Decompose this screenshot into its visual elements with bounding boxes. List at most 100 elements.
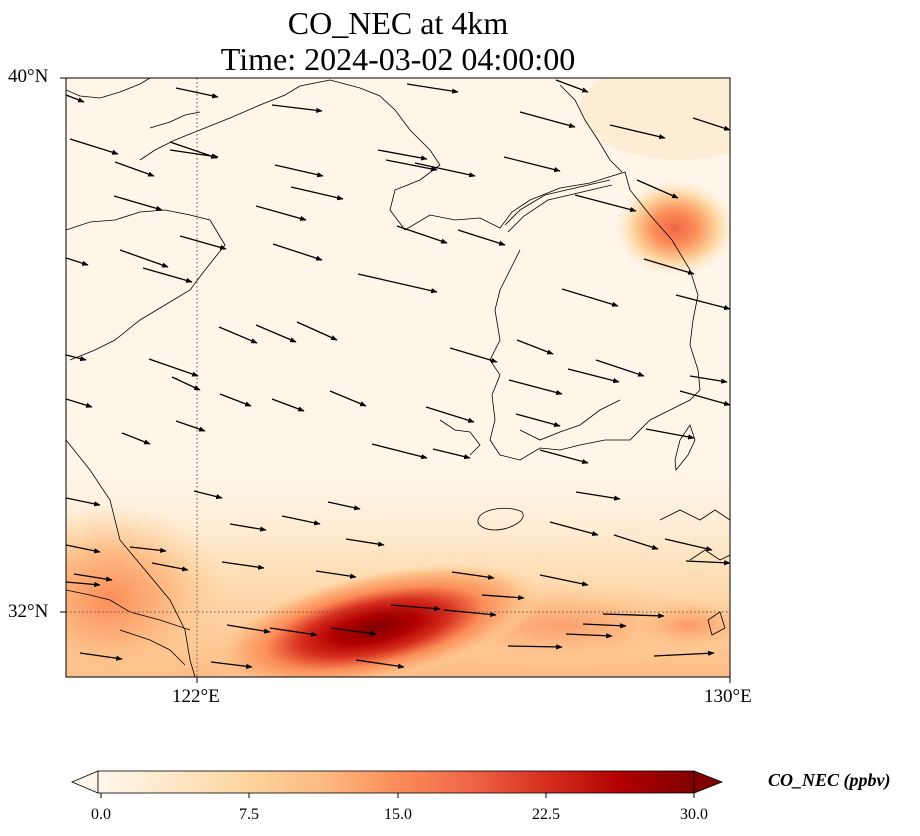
north-shade <box>580 78 730 160</box>
wind-vector-arrow <box>171 376 201 391</box>
map-frame <box>65 77 731 678</box>
wind-vector-arrow <box>685 560 730 566</box>
colorbar-label: CO_NEC (ppbv) <box>768 770 891 790</box>
wind-vector-arrow <box>689 375 728 384</box>
wind-vector-arrow <box>66 257 89 266</box>
wind-vector-arrow <box>377 149 428 161</box>
wind-vector-arrow <box>449 347 498 363</box>
wind-vector-arrow <box>508 379 563 396</box>
wind-vector-arrow <box>66 398 93 408</box>
wind-vector-arrow <box>565 633 613 639</box>
wind-vector-arrow <box>290 186 344 201</box>
colorbar-tick-label: 0.0 <box>91 806 111 823</box>
wind-vector-arrow <box>561 288 619 307</box>
wind-vector-arrow <box>151 562 189 572</box>
wind-vector-arrow <box>271 398 305 412</box>
wind-vector-arrow <box>355 659 405 669</box>
wind-vector-arrow <box>574 194 637 213</box>
wind-vector-arrow <box>255 324 297 343</box>
wind-vector-arrow <box>371 443 428 460</box>
wind-vector-arrow <box>79 652 123 661</box>
wind-vector-arrow <box>129 546 167 553</box>
wind-vector-arrow <box>121 432 151 445</box>
southwest-plume <box>66 505 230 677</box>
wind-vector-arrow <box>432 448 471 460</box>
wind-vector-arrow <box>516 339 554 355</box>
wind-vector-arrow <box>119 249 169 268</box>
wind-vector-arrow <box>175 420 206 432</box>
map-title-line-1: CO_NEC at 4km <box>287 5 509 41</box>
wind-vector-arrow <box>643 258 695 275</box>
colorbar-tick-label: 7.5 <box>239 806 259 823</box>
wind-vector-arrow <box>269 627 318 637</box>
wind-vector-arrow <box>66 94 85 103</box>
wind-vector-arrow <box>539 574 589 587</box>
wind-vector-arrow <box>595 359 645 377</box>
northeast-plume <box>615 180 730 276</box>
wind-vector-arrow <box>443 609 497 618</box>
wind-vector-arrow <box>272 243 323 261</box>
colorbar-tick-label: 22.5 <box>532 806 560 823</box>
wind-vector-arrow <box>255 205 307 221</box>
wind-vector-arrow <box>69 138 119 155</box>
wind-vector-arrow <box>281 515 321 526</box>
wind-vector-arrow <box>507 644 563 650</box>
wind-vector-arrow <box>549 521 599 536</box>
lat-tick-label: 32°N <box>8 601 49 622</box>
wind-vector-arrow <box>179 235 227 250</box>
wind-vector-arrow <box>582 623 627 629</box>
wind-vector-arrow <box>271 104 323 113</box>
wind-vector-arrow <box>169 141 218 159</box>
wind-vector-arrow <box>675 294 730 311</box>
wind-vector-arrow <box>66 544 101 554</box>
wind-vector-arrow <box>226 624 271 634</box>
east-plume <box>620 595 730 655</box>
wind-vector-arrow <box>193 490 223 500</box>
wind-vector-arrow <box>329 390 367 407</box>
wind-vector-arrow <box>274 164 324 178</box>
wind-vector-arrow <box>645 428 695 440</box>
wind-vector-arrow <box>219 393 252 407</box>
map-panel <box>66 78 730 677</box>
wind-vector-arrow <box>175 87 219 99</box>
wind-vector-arrow <box>315 570 357 579</box>
wind-vector-arrow <box>390 604 441 612</box>
colorbar-extend-low <box>70 770 99 794</box>
coastlines <box>66 78 730 677</box>
wind-vector-arrow <box>357 273 438 294</box>
wind-vector-arrow <box>66 581 101 588</box>
colorbar-extend-high <box>693 770 724 794</box>
wind-vector-arrow <box>73 573 113 582</box>
map-title-line-2: Time: 2024-03-02 04:00:00 <box>220 41 576 77</box>
colorbar-gradient <box>97 770 695 794</box>
gridlines <box>66 78 730 677</box>
wind-vector-arrow <box>396 225 448 244</box>
wind-vector-arrow <box>609 124 666 140</box>
wind-vector-arrow <box>330 627 377 636</box>
wind-vector-arrow <box>229 523 267 532</box>
wind-vector-arrow <box>148 358 199 377</box>
wind-vector-arrow <box>575 491 621 501</box>
wind-vector-arrow <box>327 501 361 511</box>
wind-vector-arrow <box>66 497 101 507</box>
wind-vector-arrow <box>481 594 525 601</box>
wind-vector-arrow <box>457 229 506 246</box>
wind-vector-arrow <box>555 79 589 93</box>
axis-ticks <box>60 77 731 683</box>
wind-vector-arrow <box>385 159 438 172</box>
wind-vector-arrow <box>210 661 253 669</box>
wind-vector-arrow <box>519 111 576 128</box>
wind-vector-arrow <box>113 195 163 211</box>
wind-vector-arrow <box>679 390 730 406</box>
lon-tick-label: 122°E <box>172 686 220 707</box>
wind-vector-arrow <box>664 538 713 552</box>
wind-vector-arrow <box>345 538 385 547</box>
wind-vector-arrow <box>406 83 459 94</box>
colorbar <box>70 770 724 798</box>
wind-vector-arrow <box>539 449 589 464</box>
wind-vector-arrow <box>218 326 258 344</box>
wind-vectors <box>66 79 730 669</box>
wind-vector-arrow <box>613 534 659 550</box>
wind-vector-arrow <box>414 162 476 178</box>
